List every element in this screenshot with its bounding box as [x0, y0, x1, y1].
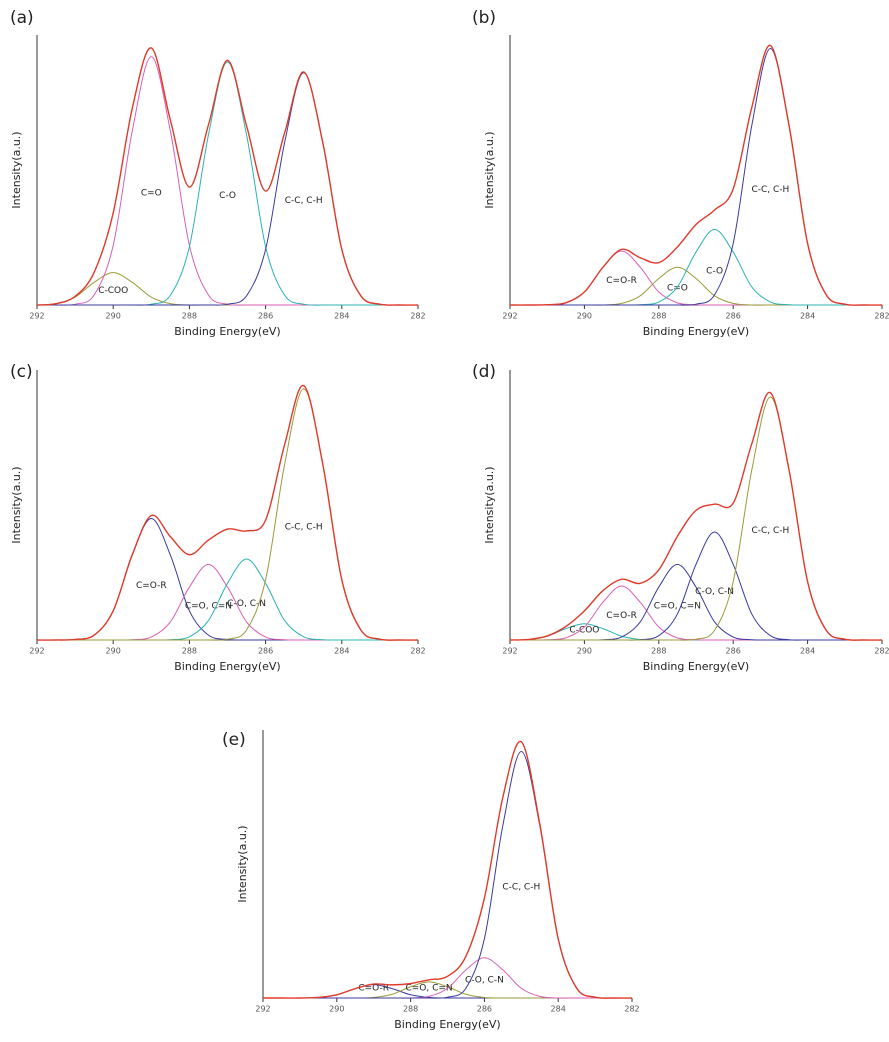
x-tick-label: 290: [577, 312, 592, 321]
page: (a) 292 290 288 286 284 282 Binding Energy(eV) I…: [0, 0, 889, 1042]
curve: [37, 519, 418, 641]
x-tick-label: 290: [329, 1005, 344, 1014]
x-tick-label: 284: [800, 647, 815, 656]
curve: [510, 49, 882, 306]
peak-label: C=O, C=N: [405, 984, 452, 994]
x-tick-label: 286: [726, 312, 741, 321]
y-axis-label: Intensity(a.u.): [10, 131, 23, 208]
y-axis-label: Intensity(a.u.): [483, 466, 496, 543]
peak-label: C-COO: [98, 286, 128, 296]
x-axis-label: Binding Energy(eV): [174, 325, 280, 338]
y-axis-label: Intensity(a.u.): [236, 825, 249, 902]
x-axis-label: Binding Energy(eV): [643, 660, 749, 673]
peak-label: C=O, C=N: [654, 601, 701, 611]
peak-label: C=O, C=N: [185, 601, 232, 611]
peak-label: C=O: [141, 189, 162, 199]
x-tick-label: 282: [410, 312, 425, 321]
curve: [37, 57, 418, 306]
y-axis-label: Intensity(a.u.): [483, 131, 496, 208]
peak-label: C-C, C-H: [285, 523, 323, 533]
panel-title: (a): [10, 8, 34, 28]
x-tick-label: 284: [334, 312, 349, 321]
x-tick-label: 282: [874, 312, 889, 321]
x-tick-label: 282: [874, 647, 889, 656]
curve: [510, 267, 882, 305]
x-tick-label: 288: [403, 1005, 418, 1014]
x-axis-label: Binding Energy(eV): [394, 1018, 500, 1031]
x-tick-label: 292: [502, 647, 517, 656]
peak-label: C-O: [219, 191, 236, 201]
x-tick-label: 290: [577, 647, 592, 656]
x-tick-label: 290: [106, 647, 121, 656]
panel-title: (d): [472, 362, 496, 382]
peak-label: C-C, C-H: [502, 883, 540, 893]
curve: [37, 73, 418, 305]
curve: [263, 741, 632, 998]
figure: (a) 292 290 288 286 284 282 Binding Energy(eV) I…: [0, 0, 889, 1042]
x-tick-label: 292: [29, 312, 44, 321]
x-tick-label: 284: [334, 647, 349, 656]
curve: [37, 62, 418, 305]
curve: [37, 48, 418, 305]
x-tick-label: 288: [182, 312, 197, 321]
peak-label: C-C, C-H: [751, 526, 789, 536]
x-tick-label: 292: [29, 647, 44, 656]
curve: [263, 751, 632, 998]
x-tick-label: 282: [624, 1005, 639, 1014]
curve: [37, 273, 418, 306]
x-tick-label: 292: [502, 312, 517, 321]
x-tick-label: 286: [726, 647, 741, 656]
x-tick-label: 288: [182, 647, 197, 656]
x-tick-label: 286: [477, 1005, 492, 1014]
y-axis-label: Intensity(a.u.): [10, 466, 23, 543]
peak-label: C-C, C-H: [751, 185, 789, 195]
x-tick-label: 286: [258, 647, 273, 656]
peak-label: C-O: [706, 266, 723, 276]
x-tick-label: 290: [106, 312, 121, 321]
panel-title: (e): [222, 730, 246, 750]
x-tick-label: 282: [410, 647, 425, 656]
panel-title: (b): [472, 8, 496, 28]
peak-label: C-C, C-H: [285, 196, 323, 206]
x-axis-label: Binding Energy(eV): [174, 660, 280, 673]
peak-label: C=O-R: [606, 276, 637, 286]
curve: [510, 45, 882, 305]
peak-label: C=O: [667, 283, 688, 293]
peak-label: C-O, C-N: [695, 587, 734, 597]
peak-label: C=O-R: [136, 581, 167, 591]
x-tick-label: 284: [800, 312, 815, 321]
x-axis-label: Binding Energy(eV): [643, 325, 749, 338]
x-tick-label: 292: [255, 1005, 270, 1014]
panel-title: (c): [10, 362, 33, 382]
x-tick-label: 288: [651, 647, 666, 656]
x-tick-label: 284: [551, 1005, 566, 1014]
x-tick-label: 286: [258, 312, 273, 321]
peak-label: C=O-R: [606, 611, 637, 621]
x-tick-label: 288: [651, 312, 666, 321]
